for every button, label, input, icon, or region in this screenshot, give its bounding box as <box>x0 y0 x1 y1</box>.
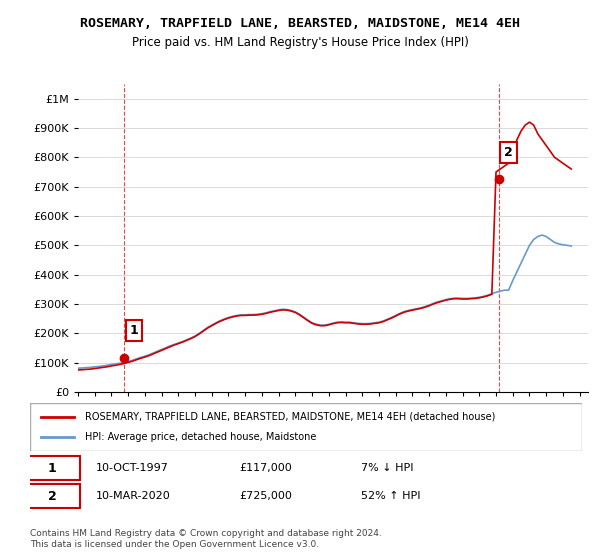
Text: 10-OCT-1997: 10-OCT-1997 <box>96 463 169 473</box>
Text: Contains HM Land Registry data © Crown copyright and database right 2024.
This d: Contains HM Land Registry data © Crown c… <box>30 529 382 549</box>
Text: Price paid vs. HM Land Registry's House Price Index (HPI): Price paid vs. HM Land Registry's House … <box>131 36 469 49</box>
Text: £117,000: £117,000 <box>240 463 293 473</box>
Text: HPI: Average price, detached house, Maidstone: HPI: Average price, detached house, Maid… <box>85 432 317 442</box>
Text: 2: 2 <box>504 146 513 159</box>
FancyBboxPatch shape <box>25 484 80 508</box>
Text: £725,000: £725,000 <box>240 491 293 501</box>
Text: ROSEMARY, TRAPFIELD LANE, BEARSTED, MAIDSTONE, ME14 4EH: ROSEMARY, TRAPFIELD LANE, BEARSTED, MAID… <box>80 17 520 30</box>
Text: 7% ↓ HPI: 7% ↓ HPI <box>361 463 414 473</box>
Text: 2: 2 <box>48 489 56 503</box>
FancyBboxPatch shape <box>30 403 582 451</box>
Text: ROSEMARY, TRAPFIELD LANE, BEARSTED, MAIDSTONE, ME14 4EH (detached house): ROSEMARY, TRAPFIELD LANE, BEARSTED, MAID… <box>85 412 496 422</box>
FancyBboxPatch shape <box>25 456 80 480</box>
Text: 1: 1 <box>48 461 56 475</box>
Text: 1: 1 <box>130 324 138 337</box>
Text: 52% ↑ HPI: 52% ↑ HPI <box>361 491 421 501</box>
Text: 10-MAR-2020: 10-MAR-2020 <box>96 491 171 501</box>
